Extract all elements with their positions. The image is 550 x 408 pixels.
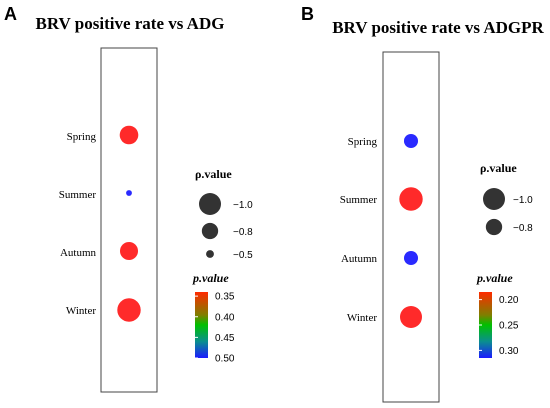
color-legend-tick-label: 0.20 bbox=[499, 295, 519, 306]
size-legend-marker bbox=[485, 218, 503, 236]
color-legend-tick-label: 0.30 bbox=[499, 346, 519, 357]
data-point-spring bbox=[403, 133, 419, 149]
size-legend-a: −1.0 −0.8 −0.5 bbox=[199, 193, 253, 261]
color-bar-b bbox=[479, 292, 492, 358]
data-point-summer bbox=[126, 190, 132, 196]
plot-frame-b bbox=[382, 51, 440, 403]
size-legend-b: −1.0 −0.8 bbox=[483, 188, 533, 236]
data-point-spring bbox=[119, 125, 139, 145]
size-legend-title-a: ρ.value bbox=[195, 167, 232, 181]
size-legend-label: −0.5 bbox=[233, 250, 253, 261]
chart-title-a: BRV positive rate vs ADG bbox=[36, 14, 225, 33]
panel-a: A BRV positive rate vs ADG Spring Summer… bbox=[4, 4, 253, 393]
panel-b: B BRV positive rate vs ADGPR Spring Summ… bbox=[301, 4, 545, 403]
data-point-summer bbox=[399, 187, 423, 211]
color-legend-title-b: p.value bbox=[476, 271, 513, 285]
color-legend-tick-label: 0.50 bbox=[215, 354, 235, 365]
color-legend-tick-label: 0.45 bbox=[215, 333, 235, 344]
category-label-a-summer: Summer bbox=[59, 189, 97, 201]
panel-letter-a: A bbox=[4, 4, 17, 24]
category-label-b-winter: Winter bbox=[347, 312, 377, 324]
color-bar-a bbox=[195, 292, 208, 358]
plot-frame-a bbox=[100, 47, 158, 393]
size-legend-marker bbox=[206, 250, 214, 258]
data-point-autumn bbox=[403, 250, 419, 266]
size-legend-label: −0.8 bbox=[233, 227, 253, 238]
color-legend-title-a: p.value bbox=[192, 271, 229, 285]
chart-title-b: BRV positive rate vs ADGPR bbox=[332, 18, 544, 37]
data-points-a bbox=[117, 125, 141, 322]
size-legend-marker bbox=[483, 188, 505, 210]
category-label-a-winter: Winter bbox=[66, 305, 96, 317]
color-legend-tick-label: 0.35 bbox=[215, 292, 235, 303]
size-legend-label: −0.8 bbox=[513, 223, 533, 234]
category-label-b-autumn: Autumn bbox=[341, 253, 378, 265]
category-label-b-summer: Summer bbox=[340, 194, 378, 206]
category-label-b-spring: Spring bbox=[348, 136, 378, 148]
data-points-b bbox=[399, 133, 423, 328]
category-label-a-spring: Spring bbox=[67, 131, 97, 143]
data-point-winter bbox=[400, 306, 422, 328]
color-legend-tick-label: 0.25 bbox=[499, 321, 519, 332]
color-legend-ticks-b: 0.20 0.25 0.30 bbox=[479, 295, 519, 357]
size-legend-title-b: ρ.value bbox=[480, 161, 517, 175]
size-legend-label: −1.0 bbox=[233, 200, 253, 211]
size-legend-label: −1.0 bbox=[513, 195, 533, 206]
color-legend-ticks-a: 0.35 0.40 0.45 0.50 bbox=[195, 292, 235, 365]
size-legend-marker bbox=[201, 222, 219, 240]
data-point-winter bbox=[117, 298, 141, 322]
panel-letter-b: B bbox=[301, 4, 314, 24]
color-legend-tick-label: 0.40 bbox=[215, 312, 235, 323]
data-point-autumn bbox=[119, 241, 139, 261]
category-label-a-autumn: Autumn bbox=[60, 247, 97, 259]
size-legend-marker bbox=[199, 193, 221, 215]
